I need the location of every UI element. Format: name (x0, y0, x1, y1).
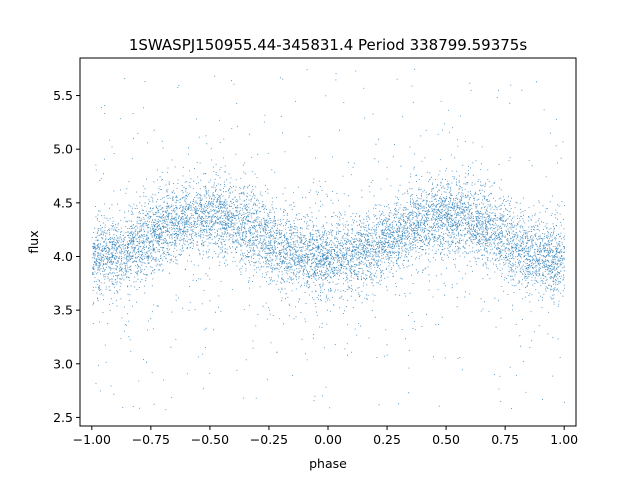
y-tick-label: 5.5 (53, 88, 73, 103)
x-axis-ticks: −1.00 −0.75 −0.50 −0.25 0.00 0.25 0.50 0.75 1.00 (73, 426, 578, 447)
x-tick-label: 0.25 (373, 432, 401, 447)
x-tick-label: −0.25 (250, 432, 288, 447)
y-tick-label: 4.5 (53, 195, 73, 210)
chart-title: 1SWASPJ150955.44-345831.4 Period 338799.… (129, 36, 527, 54)
y-tick-label: 5.0 (53, 142, 73, 157)
x-tick-label: 0.50 (432, 432, 460, 447)
x-tick-label: 0.75 (491, 432, 519, 447)
x-tick-label: −0.50 (191, 432, 229, 447)
y-tick-label: 3.0 (53, 356, 73, 371)
x-tick-label: 0.00 (314, 432, 342, 447)
y-tick-label: 4.0 (53, 249, 73, 264)
y-tick-label: 3.5 (53, 303, 73, 318)
x-tick-label: −0.75 (132, 432, 170, 447)
x-tick-label: 1.00 (550, 432, 578, 447)
x-tick-label: −1.00 (73, 432, 111, 447)
y-axis-label: flux (26, 230, 41, 253)
y-axis-ticks: 2.5 3.0 3.5 4.0 4.5 5.0 5.5 (53, 88, 80, 425)
y-tick-label: 2.5 (53, 410, 73, 425)
x-axis-label: phase (309, 456, 347, 471)
